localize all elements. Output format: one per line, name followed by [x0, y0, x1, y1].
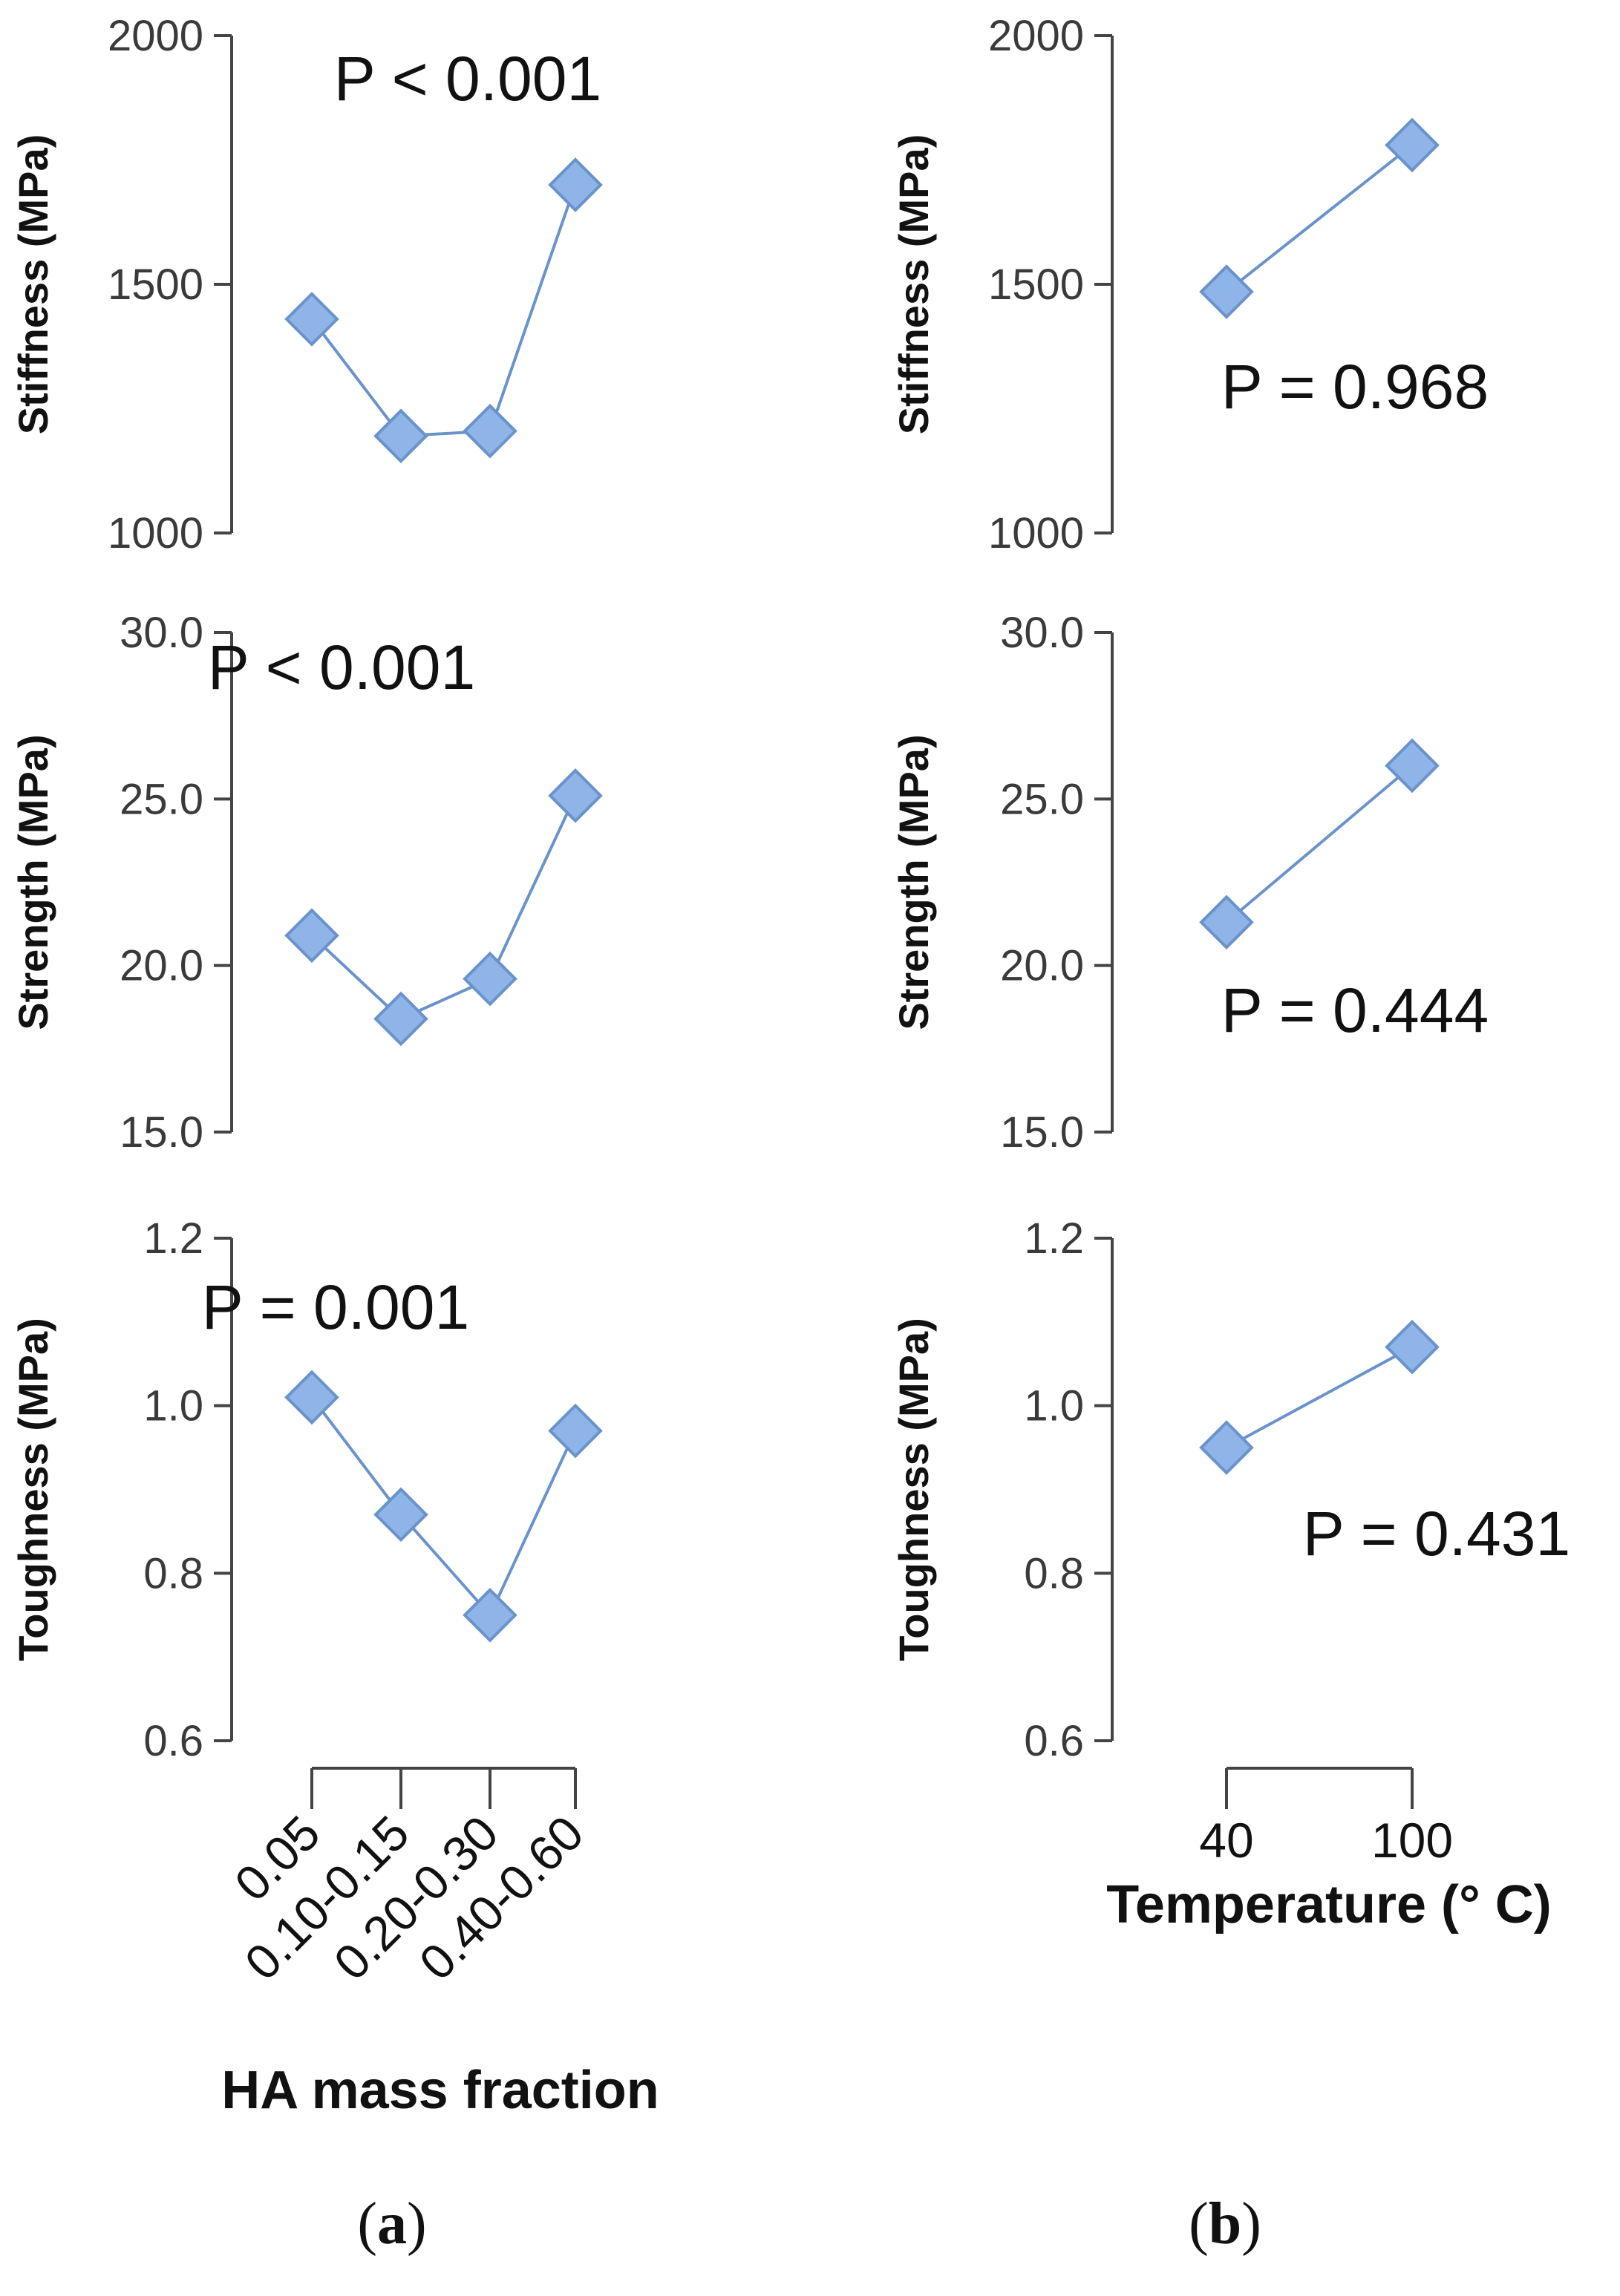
y-tick-label: 0.6 [143, 1717, 203, 1765]
y-tick-label: 15.0 [120, 1108, 203, 1157]
panel-label-b: (b) [1189, 2191, 1261, 2257]
y-tick-label: 0.8 [1024, 1549, 1084, 1597]
y-tick-label: 1.0 [143, 1382, 203, 1430]
series-line [310, 184, 577, 438]
panel-letter: a [377, 2191, 407, 2257]
data-point [284, 292, 339, 347]
y-tick-label: 0.6 [1024, 1717, 1084, 1765]
data-point [1199, 1420, 1254, 1475]
y-axis-title: Stiffness (MPa) [10, 134, 56, 435]
y-tick-label: 1.0 [1024, 1382, 1084, 1430]
panel-label-a: (a) [357, 2191, 426, 2257]
p-value-annotation: P = 0.968 [1221, 352, 1489, 422]
data-point [463, 403, 517, 459]
y-tick-label: 20.0 [120, 942, 203, 990]
y-tick-label: 2000 [108, 12, 203, 60]
series-line [310, 1396, 577, 1618]
y-tick-label: 25.0 [1000, 775, 1084, 823]
y-tick-label: 0.8 [143, 1549, 203, 1597]
y-axis-title: Strength (MPa) [890, 734, 937, 1030]
data-point [548, 157, 603, 212]
data-point [1385, 117, 1440, 173]
y-tick-label: 1000 [108, 509, 203, 557]
data-point [373, 408, 428, 464]
y-tick-label: 2000 [988, 12, 1084, 60]
y-tick-label: 1500 [988, 261, 1084, 309]
y-tick-label: 1000 [988, 509, 1084, 557]
data-point [284, 1370, 339, 1425]
y-axis-title: Toughness (MPa) [10, 1318, 56, 1661]
chart-a-1: 15.0 20.0 25.0 30.0 Strength (MPa) P < 0.001 [10, 609, 603, 1157]
data-point [373, 991, 428, 1047]
y-axis-title: Strength (MPa) [10, 734, 56, 1030]
series-line [310, 795, 577, 1021]
data-point [1199, 894, 1254, 950]
chart-b-1: 15.0 20.0 25.0 30.0 Strength (MPa) P = 0.444 [890, 609, 1489, 1157]
data-point [548, 1403, 603, 1459]
chart-b-0: 1000 1500 2000 Stiffness (MPa) P = 0.968 [890, 12, 1489, 557]
series-line [1225, 764, 1414, 923]
data-point [1385, 738, 1440, 794]
x-tick-label: 100 [1371, 1813, 1453, 1868]
data-point [463, 1587, 517, 1643]
y-axis-title: Toughness (MPa) [890, 1318, 937, 1661]
p-value-annotation: P = 0.001 [202, 1272, 469, 1342]
x-axis-title: HA mass fraction [221, 2061, 659, 2120]
panel-letter: b [1209, 2191, 1242, 2257]
data-point [284, 908, 339, 964]
p-value-annotation: P < 0.001 [334, 44, 601, 114]
chart-b-2: 0.6 0.8 1.0 1.2 Toughness (MPa) P = 0.431 40 10… [890, 1214, 1570, 1934]
y-tick-label: 15.0 [1000, 1108, 1084, 1157]
y-tick-label: 1.2 [143, 1214, 203, 1263]
data-point [1199, 264, 1254, 319]
y-tick-label: 1500 [108, 261, 203, 309]
chart-a-0: 1000 1500 2000 Stiffness (MPa) P < 0.001 [10, 12, 603, 557]
y-axis-title: Stiffness (MPa) [890, 134, 937, 435]
y-tick-label: 30.0 [120, 609, 203, 657]
x-tick-label: 40 [1199, 1813, 1253, 1868]
p-value-annotation: P = 0.444 [1221, 975, 1489, 1045]
data-point [1385, 1319, 1440, 1375]
data-point [373, 1487, 428, 1543]
data-point [548, 768, 603, 823]
y-tick-label: 20.0 [1000, 942, 1084, 990]
y-tick-label: 25.0 [120, 775, 203, 823]
series-line [1226, 1345, 1413, 1449]
data-point [463, 951, 517, 1007]
y-tick-label: 1.2 [1024, 1214, 1084, 1263]
p-value-annotation: P = 0.431 [1303, 1499, 1570, 1569]
y-tick-label: 30.0 [1000, 609, 1084, 657]
p-value-annotation: P < 0.001 [208, 632, 475, 702]
series-line [1225, 143, 1414, 293]
x-axis-title: Temperature (° C) [1106, 1875, 1552, 1934]
